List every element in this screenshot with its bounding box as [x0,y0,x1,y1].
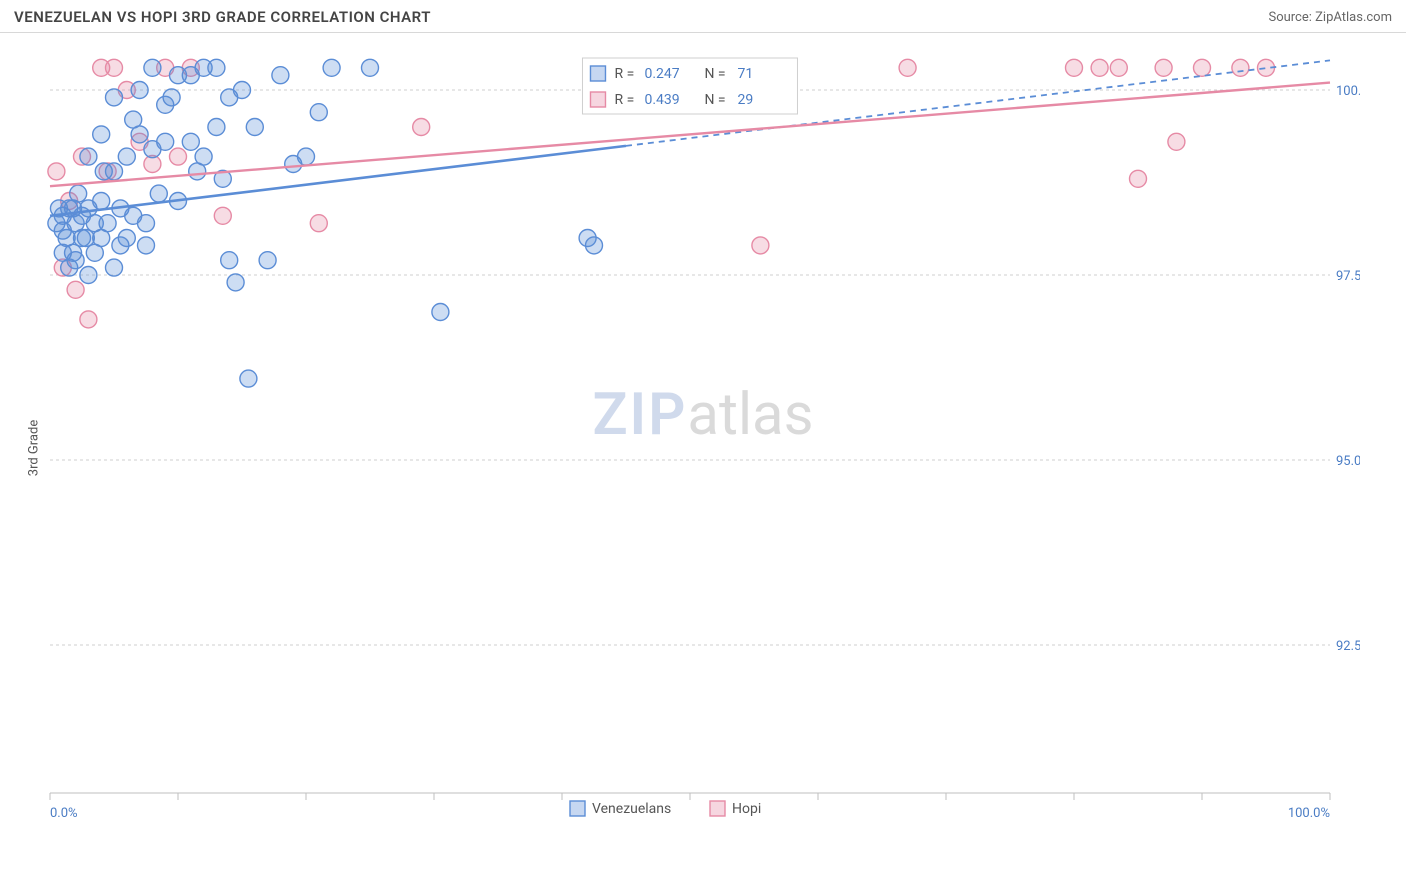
stat-r-label: R = [614,66,634,82]
bottom-legend: Venezuelans Hopi [570,801,761,817]
data-point [227,274,244,291]
y-tick-label: 100.0% [1336,84,1360,99]
legend-swatch [590,92,605,107]
stat-n-value: 71 [737,66,753,82]
legend-label: Hopi [732,801,761,817]
data-point [138,215,155,232]
chart-area: 3rd Grade 92.5%95.0%97.5%100.0%0.0%100.0… [0,33,1406,863]
data-point [246,119,263,136]
data-point [1110,59,1127,76]
data-point [182,133,199,150]
chart-source: Source: ZipAtlas.com [1268,10,1392,25]
data-point [138,237,155,254]
data-point [899,59,916,76]
stat-r-label: R = [614,92,634,108]
data-point [272,67,289,84]
data-point [163,89,180,106]
stat-r-value: 0.439 [644,92,679,108]
data-point [106,89,123,106]
stat-n-label: N = [704,66,725,82]
stat-r-value: 0.247 [644,66,679,82]
y-tick-label: 95.0% [1336,454,1360,469]
data-point [70,185,87,202]
data-point [208,119,225,136]
data-point [310,215,327,232]
data-point [93,126,110,143]
data-point [259,252,276,269]
data-point [240,370,257,387]
data-point [80,267,97,284]
data-point [157,133,174,150]
legend-label: Venezuelans [592,801,671,817]
data-point [80,148,97,165]
data-point [221,252,238,269]
data-point [1091,59,1108,76]
data-point [131,82,148,99]
data-point [106,259,123,276]
chart-header: VENEZUELAN VS HOPI 3RD GRADE CORRELATION… [0,0,1406,33]
data-point [99,215,116,232]
data-point [362,59,379,76]
legend-swatch [570,801,585,816]
data-point [1168,133,1185,150]
data-point [586,237,603,254]
data-point [1155,59,1172,76]
data-point [1066,59,1083,76]
y-tick-label: 97.5% [1336,269,1360,284]
chart-title: VENEZUELAN VS HOPI 3RD GRADE CORRELATION… [14,8,431,26]
data-point [195,148,212,165]
trend-line [50,146,626,216]
data-point [1130,170,1147,187]
data-point [131,126,148,143]
data-point [298,148,315,165]
data-point [80,311,97,328]
data-point [93,193,110,210]
data-point [106,163,123,180]
data-point [1194,59,1211,76]
data-point [208,59,225,76]
data-point [48,163,65,180]
data-point [118,230,135,247]
data-point [1232,59,1249,76]
data-point [118,148,135,165]
scatter-chart: 92.5% 95.0% 97.5% 100.0% 0.0% 100.0% R = 0.247 N… [40,33,1360,833]
data-point [214,207,231,224]
data-point [144,59,161,76]
data-point [413,119,430,136]
x-tick-label: 0.0% [50,806,78,821]
data-point [106,59,123,76]
data-point [432,304,449,321]
data-point [323,59,340,76]
y-tick-label: 92.5% [1336,639,1360,654]
stat-n-value: 29 [737,92,753,108]
data-point [310,104,327,121]
data-point [77,230,94,247]
data-point [170,148,187,165]
data-point [752,237,769,254]
data-point [67,252,84,269]
data-point [67,281,84,298]
stat-n-label: N = [704,92,725,108]
legend-swatch [710,801,725,816]
data-point [234,82,251,99]
legend-swatch [590,66,605,81]
data-point [150,185,167,202]
x-tick-label: 100.0% [1288,806,1330,821]
